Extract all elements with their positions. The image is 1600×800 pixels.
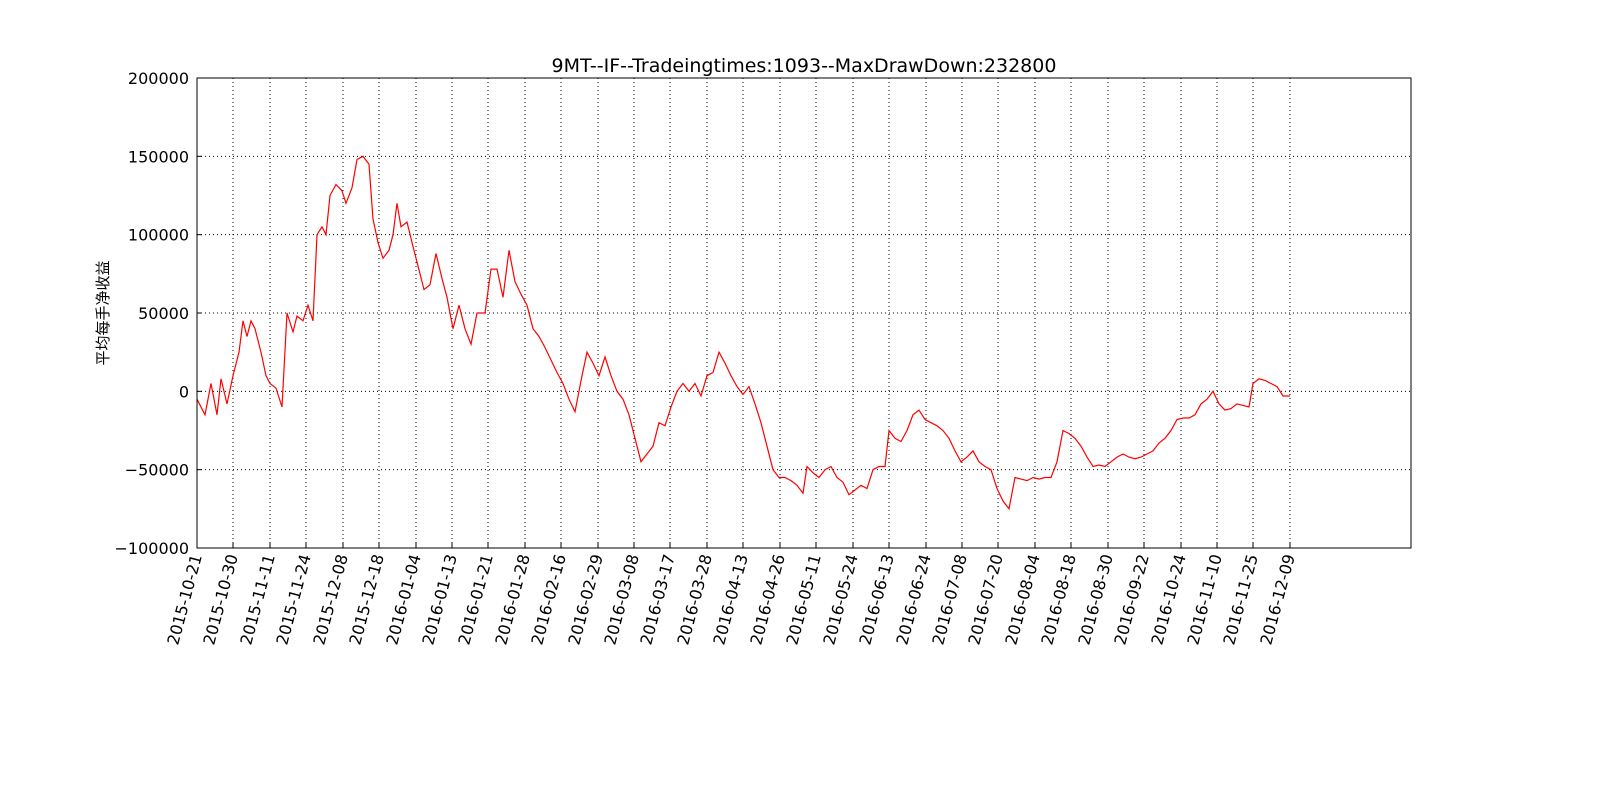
x-tick-label: 2016-08-18 bbox=[1037, 552, 1079, 647]
chart-title: 9MT--IF--Tradeingtimes:1093--MaxDrawDown… bbox=[552, 55, 1057, 77]
x-tick-label: 2016-08-30 bbox=[1074, 552, 1116, 647]
x-tick-label: 2015-10-30 bbox=[199, 552, 241, 647]
y-tick-label: 0 bbox=[179, 382, 189, 401]
x-tick-label: 2016-01-21 bbox=[454, 552, 496, 647]
x-tick-label: 2016-01-13 bbox=[418, 552, 460, 647]
x-tick-label: 2016-05-24 bbox=[819, 552, 861, 647]
x-tick-label: 2016-03-08 bbox=[600, 552, 642, 647]
y-tick-label: 150000 bbox=[128, 147, 189, 166]
x-tick-label: 2016-11-25 bbox=[1219, 552, 1261, 647]
x-tick-label: 2016-02-29 bbox=[564, 552, 606, 647]
line-series bbox=[196, 155, 1290, 511]
x-tick-label: 2016-10-24 bbox=[1147, 552, 1189, 647]
x-tick-label: 2016-06-13 bbox=[855, 552, 897, 647]
y-tick-label: −100000 bbox=[115, 539, 189, 558]
y-tick-label: 100000 bbox=[128, 226, 189, 245]
x-tick-label: 2016-11-10 bbox=[1183, 552, 1225, 647]
x-tick-label: 2016-01-04 bbox=[382, 552, 424, 647]
y-tick-label: 200000 bbox=[128, 69, 189, 88]
x-tick-label: 2016-03-28 bbox=[673, 552, 715, 647]
x-tick-label: 2016-09-22 bbox=[1110, 552, 1152, 647]
x-tick-label: 2016-02-16 bbox=[527, 552, 569, 647]
x-tick-label: 2016-04-13 bbox=[709, 552, 751, 647]
y-tick-label: 50000 bbox=[138, 304, 189, 323]
x-tick-label: 2015-11-11 bbox=[236, 552, 278, 647]
y-tick-label: −50000 bbox=[125, 461, 189, 480]
x-tick-label: 2016-12-09 bbox=[1256, 552, 1298, 647]
x-tick-label: 2016-07-20 bbox=[964, 552, 1006, 647]
x-tick-label: 2016-04-26 bbox=[746, 552, 788, 647]
x-tick-label: 2016-08-04 bbox=[1001, 552, 1043, 647]
x-tick-label: 2015-12-08 bbox=[309, 552, 351, 647]
x-tick-label: 2015-10-21 bbox=[163, 552, 205, 647]
x-tick-label: 2015-12-18 bbox=[345, 552, 387, 647]
plot-frame bbox=[196, 77, 1412, 549]
x-tick-label: 2016-05-11 bbox=[782, 552, 824, 647]
x-tick-label: 2016-07-08 bbox=[928, 552, 970, 647]
y-axis-label: 平均每手净收益 bbox=[94, 260, 112, 365]
x-tick-label: 2016-01-28 bbox=[491, 552, 533, 647]
x-tick-label: 2016-03-17 bbox=[636, 552, 678, 647]
x-tick-label: 2016-06-24 bbox=[892, 552, 934, 647]
x-tick-label: 2015-11-24 bbox=[272, 552, 314, 647]
